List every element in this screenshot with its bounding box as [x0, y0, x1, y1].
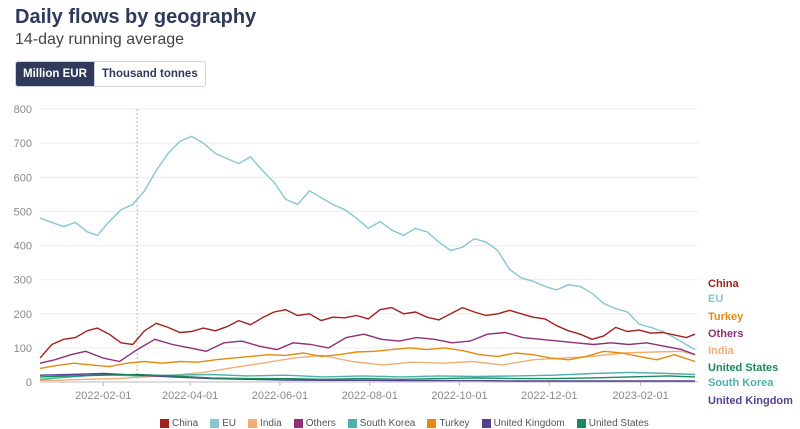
series-line-china[interactable]: [39, 306, 696, 359]
gridlines: [40, 108, 698, 383]
y-axis: 0 100 200 300 400 500 600 700 800: [14, 104, 32, 389]
x-tick-label: 2022-10-01: [431, 390, 487, 402]
end-label-others: Others: [708, 328, 743, 340]
y-tick-label: 600: [14, 172, 32, 184]
y-tick-label: 700: [14, 138, 32, 150]
chart-title: Daily flows by geography: [15, 6, 257, 28]
end-labels: China EU Turkey Others India United States Sou…: [708, 278, 793, 407]
x-tick-label: 2022-08-01: [342, 390, 398, 402]
x-axis: 2022-02-01 2022-04-01 2022-06-01 2022-08-01…: [75, 382, 669, 402]
series-lines: [39, 135, 696, 382]
y-tick-label: 400: [14, 241, 32, 253]
x-tick-label: 2023-02-01: [612, 390, 668, 402]
series-line-others[interactable]: [39, 331, 696, 364]
y-tick-label: 500: [14, 206, 32, 218]
end-label-south-korea: South Korea: [708, 377, 774, 389]
units-toggle: Million EUR Thousand tonnes: [15, 61, 206, 87]
y-tick-label: 800: [14, 104, 32, 116]
series-line-eu[interactable]: [39, 135, 696, 351]
end-label-united-kingdom: United Kingdom: [708, 395, 793, 407]
y-tick-label: 0: [26, 377, 32, 389]
thousand-tonnes-button[interactable]: Thousand tonnes: [93, 62, 205, 86]
end-label-india: India: [708, 345, 735, 357]
series-line-india[interactable]: [40, 350, 696, 381]
end-label-united-states: United States: [708, 362, 778, 374]
chart-subtitle: 14-day running average: [15, 31, 185, 48]
x-tick-label: 2022-04-01: [162, 390, 218, 402]
y-tick-label: 100: [14, 343, 32, 355]
x-tick-label: 2022-06-01: [252, 390, 308, 402]
x-tick-label: 2022-12-01: [521, 390, 577, 402]
y-tick-label: 300: [14, 275, 32, 287]
y-tick-label: 200: [14, 309, 32, 321]
end-label-turkey: Turkey: [708, 311, 744, 323]
series-line-united-states[interactable]: [39, 373, 696, 380]
series-line-turkey[interactable]: [39, 347, 696, 370]
x-tick-label: 2022-02-01: [75, 390, 131, 402]
million-eur-button[interactable]: Million EUR: [16, 62, 94, 86]
end-label-china: China: [708, 278, 739, 290]
end-label-eu: EU: [708, 293, 723, 305]
